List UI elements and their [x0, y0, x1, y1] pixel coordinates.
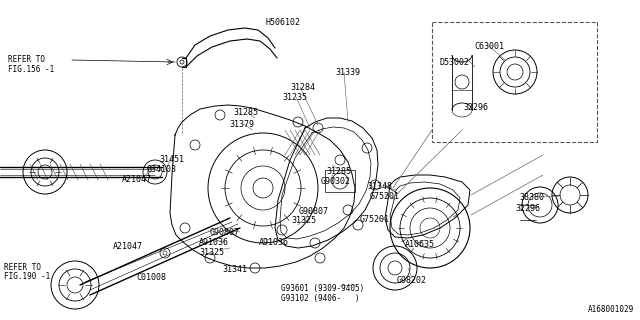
- Text: 31379: 31379: [229, 120, 254, 129]
- Text: G75201: G75201: [370, 192, 400, 201]
- Text: A21047: A21047: [122, 175, 152, 184]
- Text: FIG.156 -1: FIG.156 -1: [8, 65, 54, 74]
- Text: 31325: 31325: [291, 216, 316, 225]
- Text: A10635: A10635: [405, 240, 435, 249]
- Text: 38380: 38380: [519, 193, 544, 202]
- Text: 32296: 32296: [463, 103, 488, 112]
- Text: G93601 (9309-9405): G93601 (9309-9405): [281, 284, 364, 293]
- Text: 31341: 31341: [222, 265, 247, 274]
- Text: 31285: 31285: [233, 108, 258, 117]
- Text: A21047: A21047: [113, 242, 143, 251]
- Text: REFER TO: REFER TO: [8, 55, 45, 64]
- Text: G75201: G75201: [360, 215, 390, 224]
- Bar: [432, 22, 597, 142]
- Text: A91036: A91036: [259, 238, 289, 247]
- Text: C63001: C63001: [474, 42, 504, 51]
- Bar: [325, 170, 355, 192]
- Text: H506102: H506102: [265, 18, 300, 27]
- Text: 31339: 31339: [335, 68, 360, 77]
- Text: G90302: G90302: [321, 177, 351, 186]
- Text: G93102 (9406-   ): G93102 (9406- ): [281, 294, 360, 303]
- Text: A168001029: A168001029: [588, 305, 634, 314]
- Text: G90807: G90807: [210, 228, 240, 237]
- Text: 31285: 31285: [326, 167, 351, 176]
- Text: REFER TO: REFER TO: [4, 263, 41, 272]
- Text: FIG.190 -1: FIG.190 -1: [4, 272, 51, 281]
- Text: 31235: 31235: [282, 93, 307, 102]
- Text: 31284: 31284: [290, 83, 315, 92]
- Text: G90807: G90807: [299, 207, 329, 216]
- Text: G98202: G98202: [397, 276, 427, 285]
- Text: D53002: D53002: [439, 58, 469, 67]
- Text: G34103: G34103: [147, 165, 177, 174]
- Text: C01008: C01008: [136, 273, 166, 282]
- Text: 31325: 31325: [199, 248, 224, 257]
- Text: 31451: 31451: [159, 155, 184, 164]
- Text: 31348: 31348: [367, 182, 392, 191]
- Text: 32296: 32296: [515, 204, 540, 213]
- Text: A91036: A91036: [199, 238, 229, 247]
